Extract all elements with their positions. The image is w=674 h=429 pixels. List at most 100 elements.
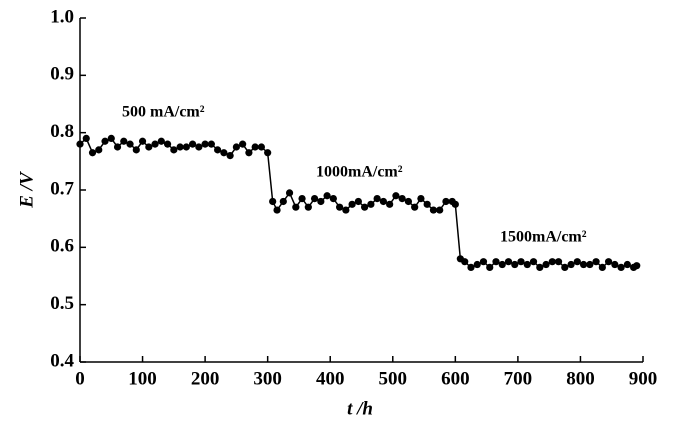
data-point [498,260,506,269]
data-point [201,140,209,148]
x-axis-label: t /h [347,398,373,419]
y-tick-label: 1.0 [50,6,74,27]
x-tick-label: 0 [75,368,85,389]
data-point [492,258,500,266]
data-point [304,203,312,211]
data-point [411,203,419,211]
data-point [373,195,381,203]
data-point [354,197,362,206]
data-point [451,200,459,208]
data-point [214,146,222,154]
data-point [461,258,469,266]
data-point [473,260,481,269]
data-point [170,146,178,154]
data-point [232,143,240,151]
data-point [207,140,215,148]
x-tick-label: 500 [379,368,408,389]
x-tick-label: 600 [441,368,470,389]
data-point [195,143,203,151]
data-point [536,263,544,271]
data-point [226,152,234,160]
data-point [586,260,594,269]
data-point [182,143,190,151]
y-tick-label: 0.5 [50,293,74,314]
y-tick-label: 0.6 [50,236,74,257]
data-point [504,258,513,266]
data-point [479,258,488,266]
data-point [592,258,600,266]
data-point [310,195,319,203]
data-point [579,260,588,269]
data-point [467,263,475,271]
data-point [342,206,350,214]
data-point [623,260,631,269]
data-point [567,260,575,269]
data-point [292,203,300,211]
data-point [386,200,394,208]
data-point [392,192,400,200]
data-point [604,258,613,266]
data-point [264,149,272,157]
data-point [132,146,140,154]
data-point [279,197,287,206]
data-point [120,137,128,145]
data-point [361,203,369,211]
x-tick-label: 100 [128,368,157,389]
data-point [76,140,84,148]
data-point [257,143,266,151]
data-point [617,263,625,271]
data-point [189,140,197,148]
data-point [404,197,413,206]
data-point [336,203,344,211]
data-point [157,137,165,145]
y-tick-label: 0.7 [50,178,74,199]
data-point [611,260,619,269]
data-point [269,197,277,206]
data-point [511,260,519,269]
data-point [145,143,153,151]
data-point [523,260,531,269]
y-axis-label: E /V [16,171,37,209]
data-point [323,192,331,200]
x-tick-label: 400 [316,368,345,389]
data-point [101,137,109,145]
data-point [517,258,525,266]
x-tick-label: 800 [566,368,595,389]
data-point [317,197,325,206]
y-tick-label: 0.4 [50,350,74,371]
x-tick-label: 900 [629,368,658,389]
x-tick-label: 700 [504,368,533,389]
data-point [88,149,97,157]
data-point [598,263,606,271]
y-tick-label: 0.9 [50,64,74,85]
data-point [176,143,184,151]
data-point [633,262,641,270]
data-point [348,200,356,208]
data-point [442,197,450,206]
data-point [107,134,115,142]
data-point [573,258,581,266]
data-point [245,149,253,157]
data-point [220,149,228,157]
data-point [542,260,550,269]
data-point [379,197,387,206]
y-tick-label: 0.8 [50,121,74,142]
data-point [561,263,569,271]
data-point [548,258,556,266]
data-point [251,143,259,151]
data-point [529,258,538,266]
data-point [367,200,375,208]
data-point [82,134,90,142]
x-tick-label: 200 [191,368,220,389]
annotation: 1000mA/cm² [316,164,403,181]
data-point [239,140,247,148]
data-point [429,206,438,214]
data-point [126,140,134,148]
data-point [423,200,431,208]
data-point [113,143,122,151]
data-point [95,146,103,154]
x-tick-label: 300 [253,368,282,389]
data-point [417,195,425,203]
data-point [151,140,159,148]
